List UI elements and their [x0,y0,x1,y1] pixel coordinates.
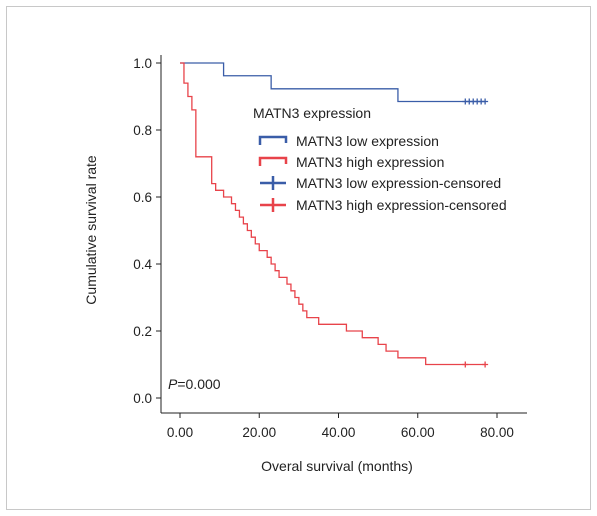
x-tick-label: 0.00 [167,425,193,440]
legend: MATN3 expression MATN3 low expression MATN… [253,105,507,213]
curves [180,62,489,368]
legend-swatch-1 [258,156,288,166]
legend-label-3: MATN3 high expression-censored [296,197,507,213]
axes: 0.0 0.2 0.4 0.6 0.8 1.0 0.00 20.00 40.00 60.00 80.… [133,55,527,440]
y-tick-label: 0.4 [133,257,152,272]
series-1-censor-mark [462,361,469,368]
series-1-curve [180,62,486,366]
x-tick-label: 20.00 [242,425,276,440]
x-tick-label: 60.00 [401,425,435,440]
y-tick-label: 0.6 [133,190,152,205]
series-0-censor-mark [482,98,489,105]
x-tick-label: 40.00 [322,425,356,440]
y-axis-label: Cumulative survival rate [83,155,99,305]
y-tick-label: 1.0 [133,56,152,71]
y-tick-label: 0.2 [133,324,152,339]
legend-label-1: MATN3 high expression [296,154,444,170]
series-1-censor-mark [482,361,489,368]
legend-label-0: MATN3 low expression [296,133,439,149]
legend-swatch-0 [258,135,288,145]
series-0-curve [180,62,486,103]
p-label: P [168,376,178,392]
legend-title: MATN3 expression [253,105,371,121]
legend-label-2: MATN3 low expression-censored [296,175,501,191]
x-axis-label: Overal survival (months) [261,458,413,474]
figure-frame [6,6,591,510]
legend-swatch-2 [260,176,286,190]
p-value-annotation: P=0.000 [168,376,221,392]
p-value: =0.000 [177,376,220,392]
y-tick-label: 0.0 [133,391,152,406]
y-tick-label: 0.8 [133,123,152,138]
x-tick-label: 80.00 [480,425,514,440]
legend-swatch-3 [260,198,286,212]
